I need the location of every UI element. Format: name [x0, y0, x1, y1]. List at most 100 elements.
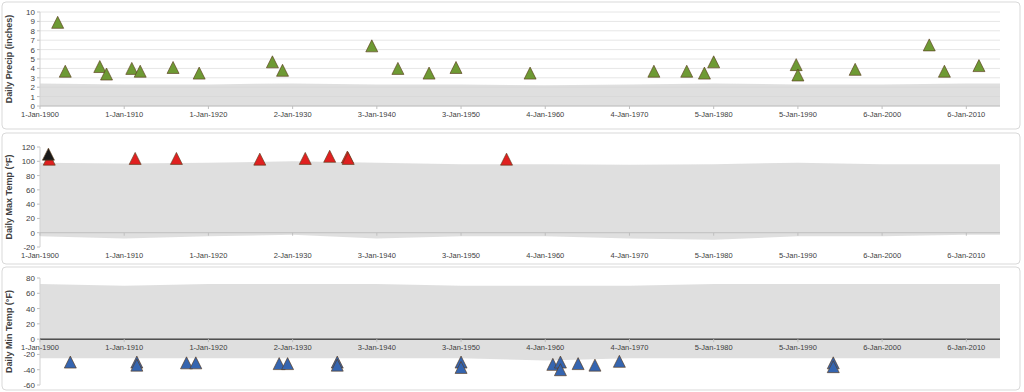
x-tick — [882, 106, 883, 109]
x-tick-label: 1-Jan-1900 — [21, 343, 59, 352]
chart-panel: -20020406080100120Daily Max Temp (°F)1-J… — [2, 133, 1020, 264]
y-tick-label: 40 — [26, 305, 35, 314]
x-tick — [40, 106, 41, 109]
y-tick-label: 8 — [31, 27, 36, 36]
x-tick-label: 1-Jan-1910 — [105, 110, 143, 119]
extreme-marker — [554, 364, 566, 376]
y-tick-label: 6 — [31, 46, 36, 55]
y-tick-label: 120 — [22, 143, 36, 152]
plot-area — [40, 284, 1000, 376]
y-axis-title: Daily Min Temp (°F) — [4, 290, 14, 373]
x-tick-label: 2-Jan-1930 — [274, 251, 312, 260]
x-axis-line — [40, 339, 1000, 340]
plot-area — [40, 148, 1000, 240]
y-tick-label: 80 — [26, 172, 35, 181]
x-tick-label: 5-Jan-1990 — [779, 251, 817, 260]
x-tick-label: 2-Jan-1930 — [274, 110, 312, 119]
y-tick-label: -40 — [23, 366, 35, 375]
y-tick-label: 1 — [31, 93, 36, 102]
extreme-marker — [698, 67, 710, 79]
extreme-marker — [923, 39, 935, 51]
x-tick — [966, 339, 967, 342]
y-tick-label: 4 — [31, 64, 36, 73]
extreme-marker — [42, 148, 54, 160]
grid-line — [40, 40, 1000, 41]
y-tick-label: 0 — [31, 229, 36, 238]
extreme-marker — [64, 356, 76, 368]
extreme-marker — [129, 152, 141, 164]
x-tick — [292, 233, 293, 236]
extreme-marker — [423, 67, 435, 79]
x-tick — [882, 233, 883, 236]
x-tick — [461, 233, 462, 236]
x-tick-label: 3-Jan-1940 — [358, 343, 396, 352]
x-tick — [40, 233, 41, 236]
x-tick-label: 3-Jan-1950 — [442, 343, 480, 352]
x-tick-label: 2-Jan-1930 — [274, 343, 312, 352]
plot-area — [40, 16, 1000, 106]
x-tick — [461, 106, 462, 109]
y-tick-label: 5 — [31, 55, 36, 64]
extreme-marker — [342, 152, 354, 164]
x-tick — [124, 233, 125, 236]
extreme-marker — [501, 153, 513, 165]
extreme-marker — [331, 359, 343, 371]
x-tick — [545, 106, 546, 109]
extreme-marker — [648, 65, 660, 77]
daily-values-band — [40, 161, 1000, 240]
extreme-marker — [101, 68, 113, 80]
extreme-marker — [613, 355, 625, 367]
extreme-marker — [790, 59, 802, 71]
x-tick — [797, 233, 798, 236]
x-tick — [461, 339, 462, 342]
daily-values-band — [40, 83, 1000, 106]
x-tick — [376, 106, 377, 109]
x-tick — [629, 233, 630, 236]
x-tick-label: 6-Jan-2000 — [863, 110, 901, 119]
x-tick — [882, 339, 883, 342]
x-tick-label: 3-Jan-1950 — [442, 251, 480, 260]
chart-panel: 012345678910Daily Precip (inches)1-Jan-1… — [2, 2, 1020, 129]
extreme-marker — [524, 67, 536, 79]
extreme-marker — [131, 359, 143, 371]
y-tick-label: 9 — [31, 17, 36, 26]
extreme-marker — [167, 61, 179, 73]
grid-line — [40, 21, 1000, 22]
grid-line — [40, 30, 1000, 31]
extreme-marker — [455, 361, 467, 373]
x-tick-label: 6-Jan-2010 — [947, 110, 985, 119]
x-tick — [376, 339, 377, 342]
extreme-marker — [193, 67, 205, 79]
x-tick — [966, 233, 967, 236]
x-tick-label: 5-Jan-1990 — [779, 343, 817, 352]
x-tick-label: 1-Jan-1920 — [189, 110, 227, 119]
y-tick-label: 10 — [26, 8, 35, 17]
extreme-marker — [134, 65, 146, 77]
extreme-marker — [52, 16, 64, 28]
x-tick-label: 1-Jan-1900 — [21, 251, 59, 260]
y-tick-label: 20 — [26, 214, 35, 223]
x-tick — [966, 106, 967, 109]
x-tick-label: 1-Jan-1920 — [189, 251, 227, 260]
y-tick-label: 60 — [26, 186, 35, 195]
extreme-marker — [170, 152, 182, 164]
x-tick — [545, 233, 546, 236]
extreme-marker — [299, 152, 311, 164]
x-tick — [797, 106, 798, 109]
extreme-marker — [94, 61, 106, 73]
y-tick-label: -60 — [23, 381, 35, 390]
grid-line — [40, 59, 1000, 60]
chart-panel: -60-40-20020406080Daily Min Temp (°F)1-J… — [2, 267, 1020, 390]
x-tick-label: 4-Jan-1960 — [526, 110, 564, 119]
extreme-marker — [282, 358, 294, 370]
extreme-marker — [450, 61, 462, 73]
y-tick-label: 40 — [26, 200, 35, 209]
x-tick-label: 5-Jan-1980 — [695, 110, 733, 119]
extreme-marker — [190, 357, 202, 369]
x-tick — [713, 106, 714, 109]
x-tick-label: 4-Jan-1970 — [610, 110, 648, 119]
extreme-marker — [254, 153, 266, 165]
grid-line — [40, 77, 1000, 78]
x-tick-label: 1-Jan-1910 — [105, 251, 143, 260]
x-tick-label: 4-Jan-1970 — [610, 251, 648, 260]
